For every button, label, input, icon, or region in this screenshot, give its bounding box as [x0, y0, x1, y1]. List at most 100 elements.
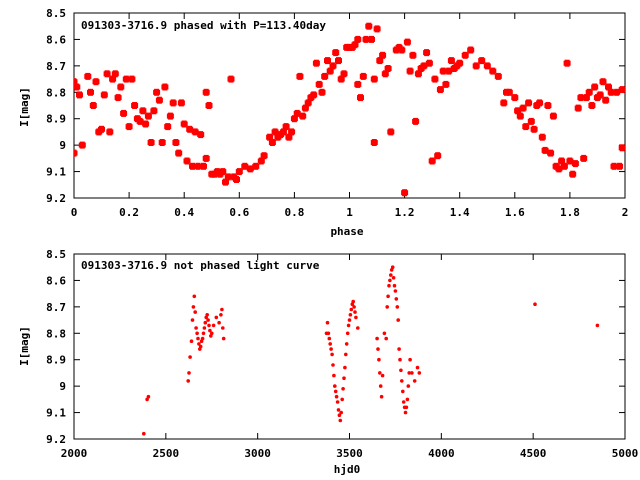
data-points [74, 22, 625, 197]
data-point [582, 94, 590, 102]
data-point [191, 305, 196, 309]
y-tick-label: 9 [59, 139, 66, 152]
data-point [217, 320, 221, 325]
data-point [420, 62, 428, 70]
data-point [203, 320, 208, 325]
data-point [222, 178, 229, 186]
data-point [376, 347, 380, 351]
data-point [318, 88, 326, 96]
data-point [522, 123, 530, 131]
data-point [200, 162, 207, 170]
data-point [489, 67, 497, 75]
data-point [431, 75, 439, 83]
data-point [345, 331, 350, 336]
data-point [326, 331, 331, 336]
data-point [377, 357, 381, 362]
data-point [315, 80, 323, 88]
data-point [329, 62, 337, 70]
data-point [409, 51, 417, 59]
data-point [398, 357, 402, 362]
data-point [164, 123, 172, 131]
data-point [197, 342, 201, 346]
x-tick-label: 0.4 [174, 206, 194, 219]
raw-lightcurve-panel: 8.5 8.6 8.7 8.8 8.9 9 9.1 9.2 2000 2500 3000 3500 4… [18, 248, 638, 476]
data-point [395, 305, 400, 309]
data-point [359, 72, 367, 80]
data-point [210, 331, 214, 336]
data-point [514, 107, 522, 115]
data-point [268, 139, 276, 146]
chart-title: 091303-3716.9 not phased light curve [81, 259, 320, 272]
x-tick-label: 0.8 [284, 206, 304, 219]
data-point [330, 352, 334, 357]
data-point [618, 86, 625, 94]
data-point [235, 168, 243, 176]
data-point [260, 152, 268, 160]
data-point [340, 397, 345, 402]
data-point [224, 173, 232, 181]
data-point [399, 368, 403, 373]
data-point [370, 139, 378, 146]
data-point [122, 75, 130, 83]
data-point [92, 78, 100, 86]
x-tick-label: 1.8 [560, 206, 580, 219]
data-point [389, 273, 393, 277]
data-point [183, 157, 191, 165]
data-point [87, 88, 94, 96]
data-point [332, 49, 340, 57]
data-point [403, 410, 408, 415]
data-point [76, 91, 83, 99]
data-point [194, 326, 198, 330]
data-point [296, 72, 304, 80]
data-point [109, 75, 117, 83]
data-point [541, 146, 549, 154]
data-point [271, 128, 279, 136]
data-point [450, 65, 458, 72]
data-point [205, 102, 213, 109]
data-point [410, 371, 414, 375]
data-point [467, 46, 475, 54]
data-point [384, 65, 392, 72]
data-point [533, 302, 537, 307]
data-point [220, 307, 224, 312]
data-point [593, 94, 601, 102]
data-point [266, 133, 274, 141]
y-tick-label: 8.7 [46, 60, 66, 73]
data-point [445, 67, 453, 75]
x-tick-label: 1.4 [450, 206, 470, 219]
x-tick-label: 0.2 [119, 206, 139, 219]
data-point [591, 83, 599, 91]
data-point [321, 72, 329, 80]
data-point [166, 112, 174, 120]
x-tick-label: 2000 [61, 447, 88, 460]
y-tick-label: 8.9 [46, 113, 66, 126]
y-tick-label: 8.5 [46, 7, 66, 20]
data-point [439, 67, 447, 75]
data-point [354, 35, 362, 43]
y-axis-label: I[mag] [18, 87, 31, 127]
data-point [117, 83, 125, 91]
data-point [202, 88, 210, 96]
data-point [221, 326, 225, 330]
data-point [387, 128, 395, 136]
data-point [190, 318, 195, 322]
data-point [194, 162, 202, 170]
data-point [417, 371, 422, 375]
data-point [549, 112, 557, 120]
data-point [408, 357, 412, 362]
data-point [386, 294, 390, 299]
data-point [380, 373, 385, 378]
data-point [483, 62, 491, 70]
data-point [538, 133, 546, 141]
data-point [285, 133, 293, 141]
data-point [356, 326, 360, 330]
y-axis-label: I[mag] [18, 326, 31, 366]
data-point [613, 88, 621, 96]
data-point [602, 96, 610, 104]
y-tick-label: 8.7 [46, 301, 66, 314]
data-point [147, 139, 155, 146]
data-point [347, 318, 352, 322]
data-point [349, 307, 354, 312]
data-point [180, 120, 188, 128]
data-point [139, 107, 147, 115]
